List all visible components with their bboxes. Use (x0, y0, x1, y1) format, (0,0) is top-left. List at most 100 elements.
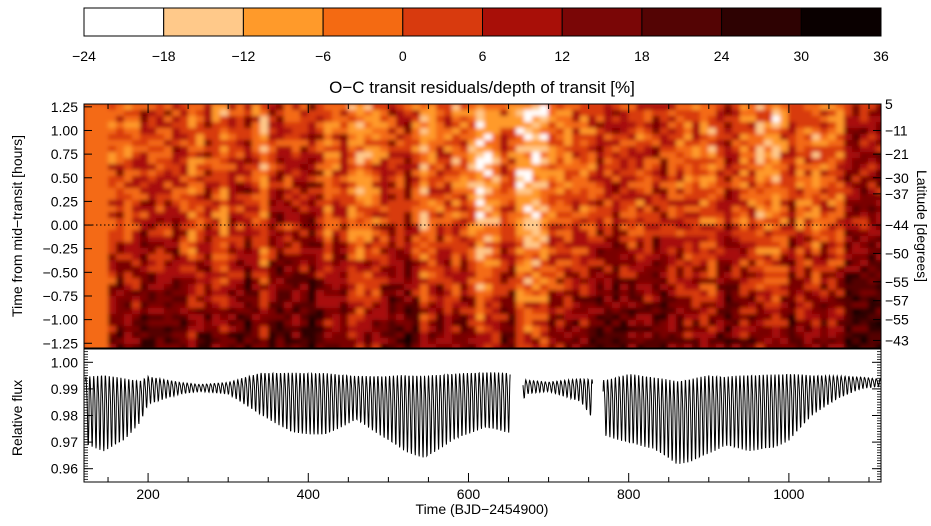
heatmap-cell (564, 272, 573, 279)
heatmap-cell (348, 218, 357, 225)
heatmap-cell (156, 314, 165, 321)
heatmap-cell (228, 140, 237, 147)
heatmap-cell (700, 182, 709, 189)
heatmap-cell (692, 134, 701, 141)
heatmap-cell (476, 170, 485, 177)
heatmap-cell (468, 278, 477, 285)
heatmap-cell (324, 284, 333, 291)
heatmap-cell (612, 104, 621, 111)
heatmap-cell (524, 212, 533, 219)
heatmap-cell (276, 116, 285, 123)
heatmap-cell (212, 296, 221, 303)
heatmap-cell (564, 146, 573, 153)
heatmap-cell (836, 314, 845, 321)
heatmap-cell (868, 236, 877, 243)
heatmap-cell (300, 140, 309, 147)
heatmap-cell (252, 218, 261, 225)
heatmap-cell (236, 164, 245, 171)
heatmap-cell (860, 260, 869, 267)
heatmap-cell (580, 122, 589, 129)
heatmap-cell (100, 128, 109, 135)
heatmap-cell (716, 212, 725, 219)
heatmap-cell (588, 146, 597, 153)
heatmap-cell (844, 212, 853, 219)
heatmap-cell (340, 344, 349, 348)
heatmap-cell (500, 278, 509, 285)
heatmap-cell (860, 146, 869, 153)
heatmap-cell (540, 338, 549, 345)
heatmap-cell (436, 332, 445, 339)
heatmap-cell (628, 254, 637, 261)
heatmap-cell (244, 248, 253, 255)
heatmap-cell (676, 212, 685, 219)
heatmap-cell (92, 182, 101, 189)
heatmap-cell (452, 218, 461, 225)
heatmap-cell (500, 314, 509, 321)
heatmap-cell (404, 206, 413, 213)
heatmap-cell (724, 314, 733, 321)
heatmap-cell (804, 110, 813, 117)
heatmap-cell (92, 194, 101, 201)
heatmap-cell (644, 242, 653, 249)
heatmap-cell (724, 290, 733, 297)
heatmap-cell (356, 110, 365, 117)
heatmap-cell (756, 212, 765, 219)
heatmap-cell (844, 224, 853, 231)
heatmap-cell (428, 308, 437, 315)
heatmap-cell (476, 272, 485, 279)
heatmap-cell (100, 260, 109, 267)
heatmap-cell (836, 236, 845, 243)
heatmap-cell (412, 320, 421, 327)
heatmap-cell (668, 164, 677, 171)
heatmap-cell (692, 116, 701, 123)
heatmap-cell (876, 242, 881, 249)
heatmap-cell (196, 344, 205, 348)
heatmap-cell (524, 308, 533, 315)
heatmap-cell (604, 236, 613, 243)
heatmap-cell (132, 134, 141, 141)
heatmap-cell (140, 158, 149, 165)
heatmap-cell (708, 158, 717, 165)
heatmap-cell (428, 176, 437, 183)
heatmap-cell (164, 134, 173, 141)
heatmap-cell (604, 182, 613, 189)
heatmap-cell (236, 278, 245, 285)
heatmap-cell (396, 110, 405, 117)
heatmap-cell (764, 164, 773, 171)
heatmap-cell (564, 248, 573, 255)
heatmap-cell (820, 122, 829, 129)
heatmap-cell (700, 320, 709, 327)
heatmap-cell (100, 302, 109, 309)
heatmap-cell (748, 170, 757, 177)
heatmap-cell (228, 326, 237, 333)
heatmap-cell (404, 104, 413, 111)
heatmap-cell (540, 158, 549, 165)
heatmap-cell (428, 128, 437, 135)
heatmap-cell (380, 182, 389, 189)
heatmap-cell (324, 236, 333, 243)
heatmap-cell (636, 200, 645, 207)
heatmap-cell (132, 152, 141, 159)
heatmap-cell (660, 260, 669, 267)
heatmap-cell (92, 290, 101, 297)
heatmap-cell (292, 158, 301, 165)
heatmap-cell (668, 236, 677, 243)
heatmap-cell (108, 338, 117, 345)
heatmap-cell (780, 152, 789, 159)
heatmap-cell (284, 278, 293, 285)
heatmap-cell (340, 266, 349, 273)
heatmap-cell (340, 320, 349, 327)
heatmap-cell (452, 128, 461, 135)
heatmap-cell (396, 170, 405, 177)
heatmap-cell (836, 110, 845, 117)
heatmap-cell (124, 332, 133, 339)
heatmap-cell (340, 308, 349, 315)
heatmap-cell (748, 188, 757, 195)
heatmap-cell (740, 230, 749, 237)
heatmap-cell (708, 296, 717, 303)
heatmap-cell (508, 128, 517, 135)
heatmap-cell (556, 278, 565, 285)
heatmap-cell (700, 230, 709, 237)
heatmap-cell (292, 182, 301, 189)
heatmap-cell (404, 272, 413, 279)
